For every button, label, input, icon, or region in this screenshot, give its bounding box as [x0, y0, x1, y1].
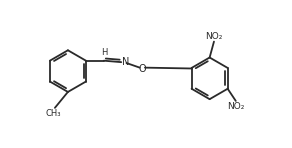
- Text: NO₂: NO₂: [205, 32, 223, 41]
- Text: CH₃: CH₃: [46, 109, 61, 118]
- Text: O: O: [138, 63, 146, 74]
- Text: NO₂: NO₂: [227, 102, 244, 111]
- Text: H: H: [101, 48, 107, 57]
- Text: N: N: [122, 57, 130, 67]
